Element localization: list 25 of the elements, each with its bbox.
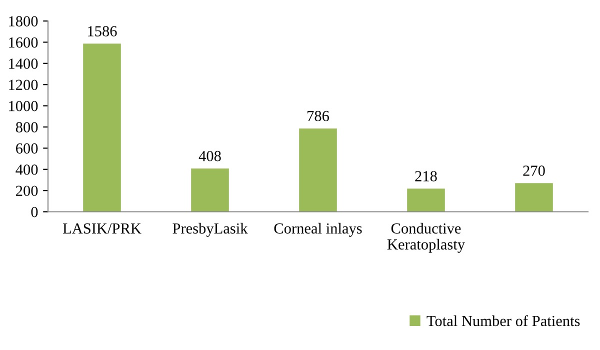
y-tick-label: 1800: [9, 16, 38, 26]
x-tick-label: PresbyLasik: [172, 222, 248, 237]
x-tick-label: Corneal inlays: [274, 222, 362, 237]
y-tick-label: 1200: [9, 80, 38, 90]
y-tick-label: 600: [16, 143, 38, 154]
bar: [299, 128, 337, 212]
data-label: 218: [415, 171, 437, 182]
data-label: 408: [198, 150, 221, 162]
y-tick-label: 1000: [9, 100, 38, 112]
bar: [191, 168, 229, 212]
bar: [83, 44, 121, 212]
bar: [407, 188, 445, 212]
y-tick-label: 200: [16, 186, 38, 196]
y-tick-label: 800: [16, 122, 38, 132]
x-tick-label: LASIK/PRK: [62, 223, 142, 234]
data-label: 786: [308, 110, 329, 122]
y-tick-label: 400: [16, 164, 38, 175]
legend-label: Total Number of Patients: [426, 315, 580, 326]
bar: [515, 183, 553, 212]
data-label: 1586: [88, 26, 117, 36]
y-tick-label: 0: [31, 206, 38, 218]
y-tick-label: 1400: [9, 58, 38, 69]
x-tick-label: Conductive Keratoplasty: [387, 222, 465, 253]
data-label: 270: [523, 166, 545, 176]
y-tick-label: 1600: [9, 37, 38, 48]
